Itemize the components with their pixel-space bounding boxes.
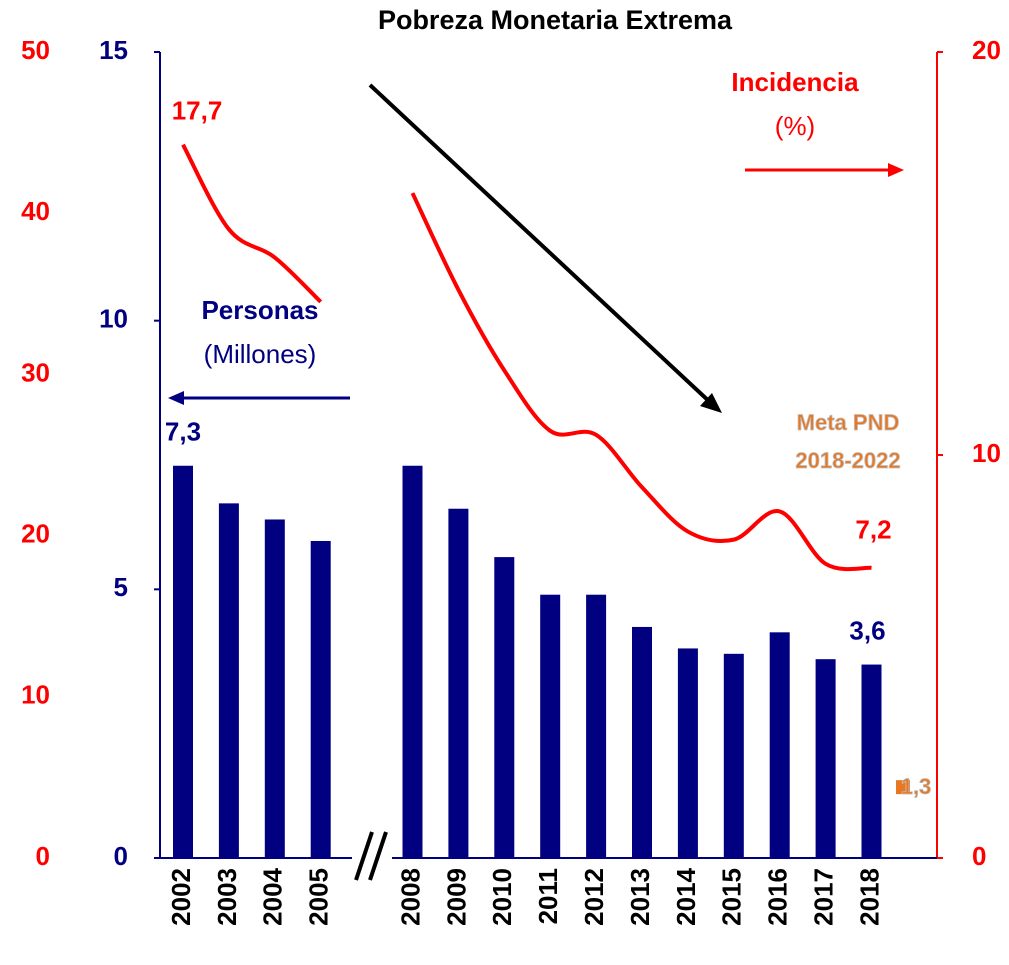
x-tick-label: 2018	[854, 868, 884, 926]
x-tick-label: 2011	[533, 868, 563, 924]
x-tick-label: 2003	[212, 868, 242, 926]
y3-tick-label: 50	[21, 35, 50, 65]
data-label: 17,7	[172, 96, 223, 126]
y3-tick-label: 10	[21, 680, 50, 710]
trend-arrow-head	[700, 393, 722, 413]
y-tick-label: 5	[114, 572, 128, 602]
x-tick-label: 2010	[487, 868, 517, 926]
bar	[586, 594, 607, 858]
y3-tick-label: 20	[21, 518, 50, 548]
meta-marker	[896, 780, 910, 795]
meta-label: Meta PND	[797, 410, 900, 435]
y3-tick-label: 30	[21, 357, 50, 387]
bar	[218, 503, 239, 858]
y2-tick-label: 10	[972, 438, 1001, 468]
bar	[540, 594, 561, 858]
legend-arrow-head	[168, 391, 184, 405]
bar	[769, 632, 790, 858]
x-tick-label: 2009	[441, 868, 471, 926]
line	[181, 143, 872, 572]
x-tick-label: 2008	[395, 868, 425, 926]
legend-unit: (Millones)	[204, 339, 317, 369]
legend-unit: (%)	[775, 111, 815, 141]
y-tick-label: 15	[99, 35, 128, 65]
x-tick-label: 2015	[717, 868, 747, 926]
bar	[632, 626, 652, 858]
bar	[723, 653, 744, 858]
legend-label: Incidencia	[731, 67, 859, 97]
legend-arrow-head	[888, 163, 904, 177]
x-tick-label: 2004	[258, 867, 288, 925]
y2-tick-label: 20	[972, 35, 1001, 65]
meta-value-label: 1,3	[901, 774, 932, 799]
bar	[815, 659, 836, 858]
bar	[861, 664, 882, 858]
x-tick-label: 2014	[671, 867, 701, 925]
meta-label: 2018-2022	[795, 448, 900, 473]
x-tick-label: 2012	[579, 868, 609, 926]
axis-break	[352, 830, 392, 881]
x-tick-label: 2016	[763, 868, 793, 926]
bar	[264, 519, 285, 858]
y2-tick-label: 0	[972, 841, 986, 871]
trend-arrow	[368, 83, 714, 406]
data-label: 7,2	[855, 515, 891, 545]
x-tick-label: 2017	[808, 868, 838, 926]
data-label: 3,6	[849, 615, 885, 645]
bar	[677, 648, 698, 858]
data-label: 7,3	[165, 417, 201, 447]
y3-tick-label: 40	[21, 196, 50, 226]
x-tick-label: 2005	[304, 868, 334, 926]
chart-title: Pobreza Monetaria Extrema	[378, 5, 733, 35]
y3-tick-label: 0	[36, 841, 50, 871]
y-tick-label: 0	[114, 841, 128, 871]
bar	[173, 465, 193, 858]
x-tick-label: 2013	[625, 868, 655, 926]
bar	[448, 508, 469, 858]
legend-label: Personas	[201, 295, 318, 325]
bar	[402, 465, 423, 858]
y-tick-label: 10	[99, 304, 128, 334]
x-tick-label: 2002	[166, 868, 196, 926]
bar	[310, 540, 331, 858]
bar	[494, 557, 515, 858]
